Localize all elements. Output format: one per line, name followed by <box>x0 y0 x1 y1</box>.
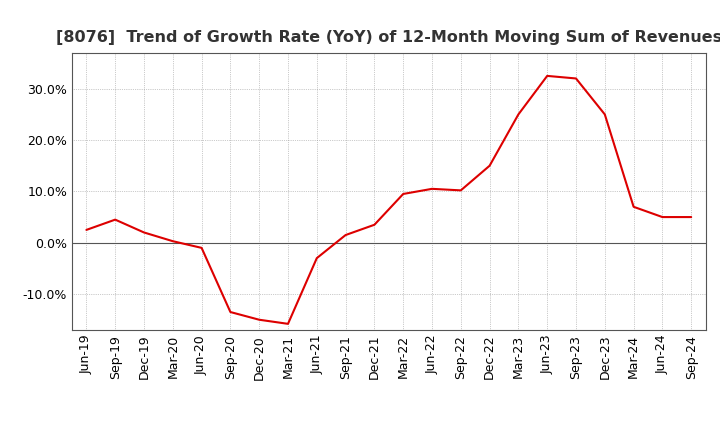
Title: [8076]  Trend of Growth Rate (YoY) of 12-Month Moving Sum of Revenues: [8076] Trend of Growth Rate (YoY) of 12-… <box>55 29 720 45</box>
